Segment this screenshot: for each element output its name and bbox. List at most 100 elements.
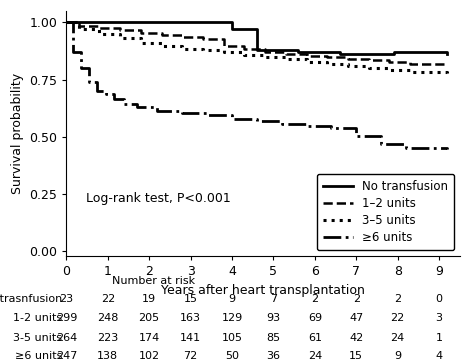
Text: No trasnfusion: No trasnfusion <box>0 293 63 304</box>
1–2 units <box>386 58 392 62</box>
≥6 units <box>229 113 235 117</box>
3–5 units <box>262 55 268 59</box>
1–2 units <box>262 49 268 54</box>
3–5 units <box>118 31 123 36</box>
≥6 units <box>378 134 384 138</box>
Text: 105: 105 <box>221 333 243 343</box>
1–2 units <box>242 47 247 52</box>
Text: 247: 247 <box>55 351 77 361</box>
≥6 units <box>134 101 140 106</box>
1–2 units <box>407 60 413 65</box>
Text: Number at risk: Number at risk <box>111 276 195 286</box>
≥6 units <box>378 142 384 146</box>
No transfusion <box>295 50 301 54</box>
Text: 24: 24 <box>308 351 322 361</box>
Text: 1-2 units: 1-2 units <box>13 313 63 323</box>
Text: 9: 9 <box>228 293 236 304</box>
1–2 units <box>159 30 164 35</box>
3–5 units <box>283 55 289 59</box>
Text: 15: 15 <box>349 351 363 361</box>
≥6 units <box>86 80 92 84</box>
1–2 units <box>64 20 69 25</box>
Line: 3–5 units: 3–5 units <box>66 22 447 73</box>
≥6 units <box>204 113 210 117</box>
Text: 163: 163 <box>180 313 201 323</box>
3–5 units <box>180 47 185 51</box>
≥6 units <box>279 121 284 126</box>
1–2 units <box>159 33 164 37</box>
3–5 units <box>345 64 351 69</box>
Text: 61: 61 <box>308 333 322 343</box>
No transfusion <box>445 52 450 57</box>
3–5 units <box>159 41 164 45</box>
≥6 units <box>229 116 235 121</box>
Line: 1–2 units: 1–2 units <box>66 22 447 65</box>
1–2 units <box>221 44 227 48</box>
1–2 units <box>345 55 351 60</box>
Text: 205: 205 <box>138 313 160 323</box>
≥6 units <box>70 20 75 25</box>
Text: 248: 248 <box>97 313 118 323</box>
Text: 141: 141 <box>180 333 201 343</box>
No transfusion <box>254 48 260 52</box>
3–5 units <box>97 27 102 31</box>
3–5 units <box>283 57 289 62</box>
Text: 264: 264 <box>56 333 77 343</box>
3–5 units <box>366 64 372 69</box>
≥6 units <box>95 80 100 84</box>
3–5 units <box>242 53 247 57</box>
3–5 units <box>304 60 310 64</box>
≥6 units <box>70 50 75 54</box>
3–5 units <box>180 44 185 48</box>
1–2 units <box>200 35 206 39</box>
Y-axis label: Survival probability: Survival probability <box>11 73 24 194</box>
Text: 299: 299 <box>55 313 77 323</box>
Text: 42: 42 <box>349 333 364 343</box>
No transfusion <box>445 50 450 54</box>
No transfusion <box>295 48 301 52</box>
No transfusion <box>337 50 343 54</box>
1–2 units <box>386 60 392 65</box>
≥6 units <box>78 66 84 70</box>
No transfusion <box>118 20 123 25</box>
Text: 93: 93 <box>266 313 281 323</box>
3–5 units <box>76 27 82 31</box>
3–5 units <box>445 70 450 75</box>
Text: 3: 3 <box>436 313 443 323</box>
≥6 units <box>403 142 409 146</box>
Text: 129: 129 <box>221 313 243 323</box>
Text: 36: 36 <box>266 351 281 361</box>
≥6 units <box>134 105 140 109</box>
Text: 47: 47 <box>349 313 364 323</box>
Text: 102: 102 <box>138 351 160 361</box>
Text: 174: 174 <box>138 333 160 343</box>
Text: ≥6 units: ≥6 units <box>15 351 63 361</box>
Text: 7: 7 <box>270 293 277 304</box>
≥6 units <box>111 92 117 97</box>
Text: 2: 2 <box>311 293 319 304</box>
1–2 units <box>180 33 185 37</box>
Text: 50: 50 <box>225 351 239 361</box>
≥6 units <box>279 119 284 123</box>
1–2 units <box>118 28 123 32</box>
No transfusion <box>229 27 235 31</box>
1–2 units <box>283 52 289 56</box>
≥6 units <box>155 108 160 113</box>
≥6 units <box>328 124 334 128</box>
1–2 units <box>304 53 310 58</box>
Text: 23: 23 <box>59 293 73 304</box>
1–2 units <box>180 35 185 39</box>
Text: 22: 22 <box>100 293 115 304</box>
3–5 units <box>324 62 330 66</box>
No transfusion <box>391 50 396 54</box>
1–2 units <box>445 62 450 66</box>
≥6 units <box>254 116 260 121</box>
3–5 units <box>64 20 69 25</box>
3–5 units <box>345 62 351 66</box>
≥6 units <box>103 89 109 93</box>
≥6 units <box>121 101 127 106</box>
3–5 units <box>304 57 310 62</box>
3–5 units <box>407 68 413 73</box>
1–2 units <box>221 37 227 42</box>
Legend: No transfusion, 1–2 units, 3–5 units, ≥6 units: No transfusion, 1–2 units, 3–5 units, ≥6… <box>317 174 454 250</box>
